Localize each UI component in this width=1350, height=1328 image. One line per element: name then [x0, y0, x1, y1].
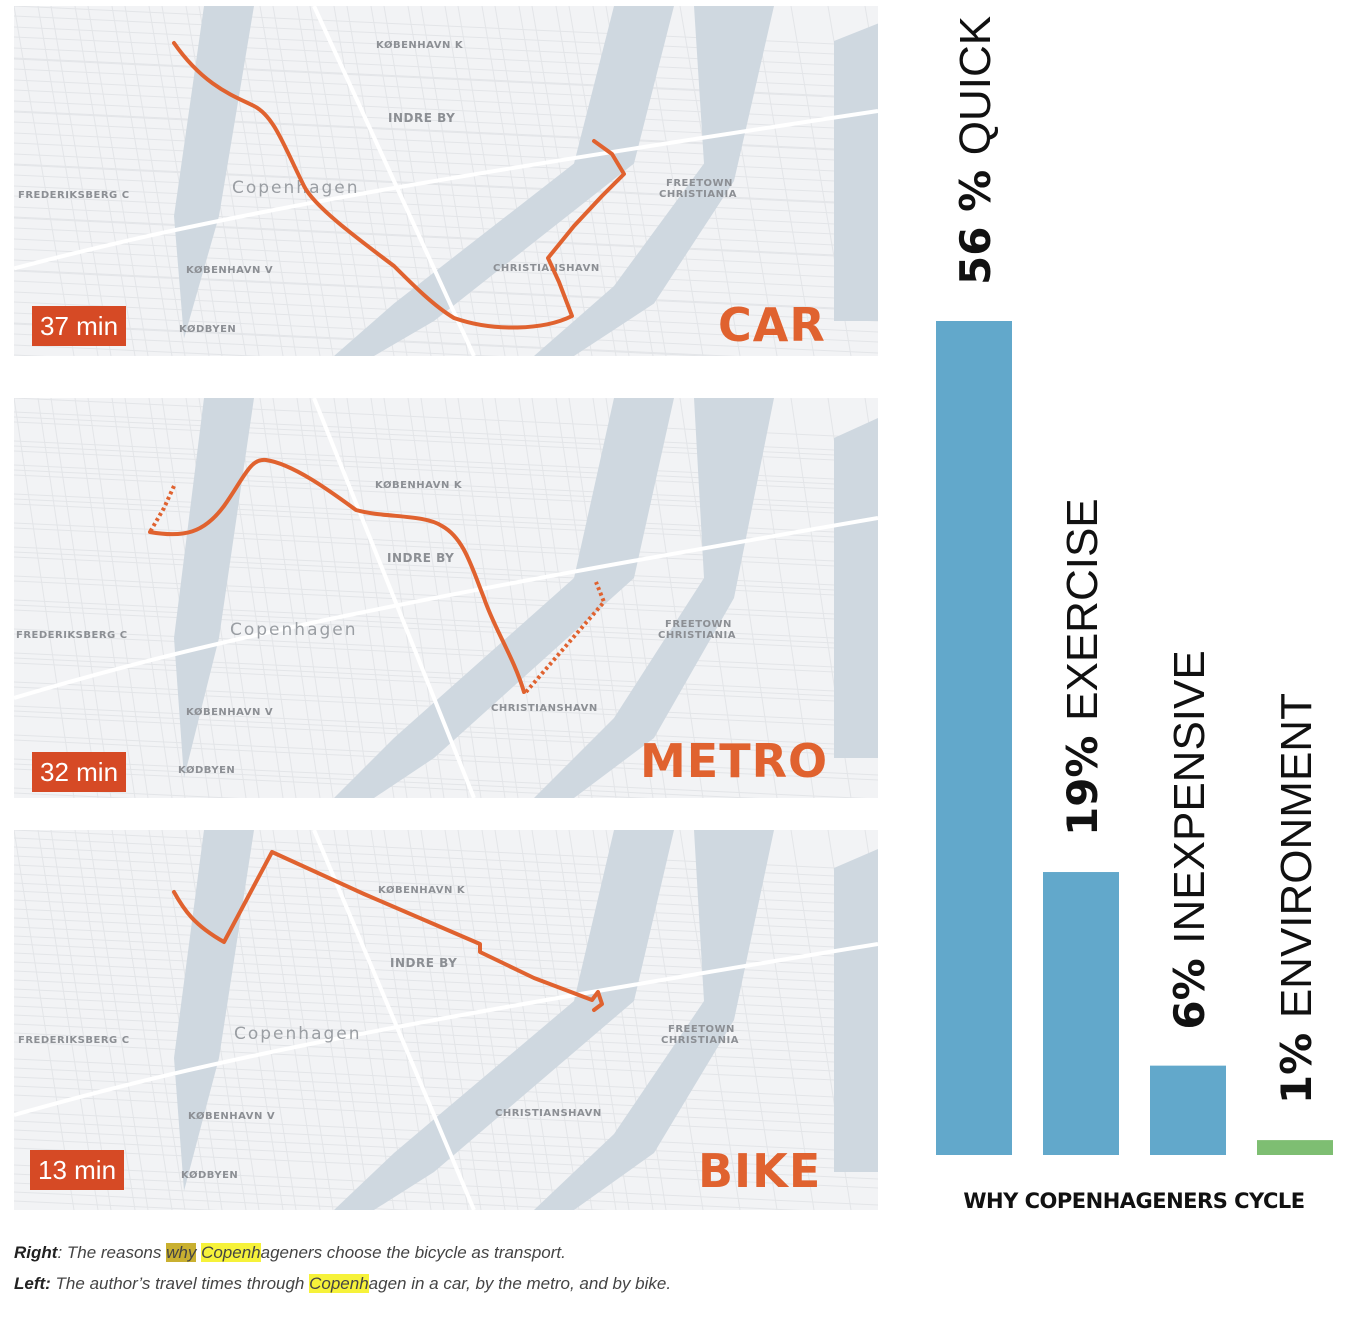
bar-label-exercise: 19% EXERCISE — [1058, 498, 1107, 836]
map-panel-metro: KØBENHAVN K INDRE BY FREDERIKSBERG C Cop… — [14, 398, 878, 798]
caption-text: The author’s travel times through — [50, 1274, 310, 1293]
bar-category-label: QUICK — [951, 16, 1000, 155]
car-time-badge: 37 min — [32, 306, 127, 346]
bar-quick — [936, 321, 1012, 1155]
caption-right: Right: The reasons why Copenhageners cho… — [14, 1243, 566, 1263]
bars-group — [936, 321, 1333, 1155]
map-label-copenhagen: Copenhagen — [234, 1024, 362, 1044]
map-panel-car: KØBENHAVN K INDRE BY FREDERIKSBERG C Cop… — [14, 6, 878, 356]
map-label-christiania: CHRISTIANIA — [658, 630, 736, 641]
bar-label-quick: 56 % QUICK — [951, 16, 1000, 285]
chart-title: WHY COPENHAGENERS CYCLE — [963, 1189, 1304, 1213]
map-label-kodbyen: KØDBYEN — [181, 1170, 239, 1181]
map-label-indre-by: INDRE BY — [388, 111, 456, 125]
map-label-christiania: CHRISTIANIA — [661, 1035, 739, 1046]
map-label-freetown: FREETOWN — [665, 619, 732, 630]
bar-category-label: INEXPENSIVE — [1165, 650, 1214, 943]
metro-mode-label: METRO — [640, 734, 829, 788]
bar-percent-label: 1% — [1272, 1018, 1321, 1104]
map-label-frederiksberg-c: FREDERIKSBERG C — [18, 190, 130, 201]
caption-left-label: Left: — [14, 1274, 51, 1293]
bike-time-badge: 13 min — [30, 1150, 125, 1190]
bar-percent-label: 6% — [1165, 944, 1214, 1030]
map-panel-bike: KØBENHAVN K INDRE BY FREDERIKSBERG C Cop… — [14, 830, 878, 1210]
caption-highlight: why — [166, 1243, 197, 1262]
map-label-kobenhavn-v: KØBENHAVN V — [186, 707, 274, 718]
bike-route — [172, 850, 604, 1012]
metro-route — [148, 457, 607, 694]
map-label-kodbyen: KØDBYEN — [178, 765, 236, 776]
map-label-kodbyen: KØDBYEN — [179, 324, 237, 335]
caption-right-label: Right — [14, 1243, 58, 1262]
car-route — [172, 41, 626, 330]
map-label-christianshavn: CHRISTIANSHAVN — [491, 703, 598, 714]
map-label-indre-by: INDRE BY — [387, 551, 455, 565]
caption-text: ageners choose the bicycle as transport. — [260, 1243, 566, 1262]
map-label-kobenhavn-k: KØBENHAVN K — [375, 480, 463, 491]
map-label-kobenhavn-k: KØBENHAVN K — [376, 40, 464, 51]
map-label-copenhagen: Copenhagen — [230, 620, 358, 640]
bar-percent-label: 19% — [1058, 721, 1107, 836]
map-label-kobenhavn-v: KØBENHAVN V — [186, 265, 274, 276]
map-background — [14, 830, 878, 1210]
bar-percent-label: 56 % — [951, 155, 1000, 285]
map-background — [14, 398, 878, 798]
metro-time-badge: 32 min — [32, 752, 127, 792]
car-mode-label: CAR — [718, 298, 826, 352]
map-label-frederiksberg-c: FREDERIKSBERG C — [18, 1035, 130, 1046]
bar-environment — [1257, 1140, 1333, 1155]
caption-text: agen in a car, by the metro, and by bike… — [368, 1274, 672, 1293]
bar-category-label: ENVIRONMENT — [1272, 693, 1321, 1018]
bar-label-environment: 1% ENVIRONMENT — [1272, 693, 1321, 1104]
map-label-christianshavn: CHRISTIANSHAVN — [495, 1108, 602, 1119]
map-label-indre-by: INDRE BY — [390, 956, 458, 970]
caption-text: : The reasons — [57, 1243, 167, 1262]
map-label-christiania: CHRISTIANIA — [659, 189, 737, 200]
bar-labels-group: 56 % QUICK 19% EXERCISE 6% INEXPENSIVE 1% E… — [951, 16, 1321, 1104]
bar-chart: 56 % QUICK 19% EXERCISE 6% INEXPENSIVE 1% E… — [936, 16, 1333, 1213]
bar-category-label: EXERCISE — [1058, 498, 1107, 721]
map-label-freetown: FREETOWN — [668, 1024, 735, 1035]
bar-exercise — [1043, 872, 1119, 1155]
map-label-copenhagen: Copenhagen — [232, 178, 360, 198]
bar-label-inexpensive: 6% INEXPENSIVE — [1165, 650, 1214, 1029]
map-background — [14, 6, 878, 356]
bar-inexpensive — [1150, 1065, 1226, 1155]
map-label-kobenhavn-v: KØBENHAVN V — [188, 1111, 276, 1122]
map-label-freetown: FREETOWN — [666, 178, 733, 189]
map-label-christianshavn: CHRISTIANSHAVN — [493, 263, 600, 274]
map-label-kobenhavn-k: KØBENHAVN K — [378, 885, 466, 896]
caption-highlight: Copenh — [309, 1274, 369, 1293]
caption-left: Left: The author’s travel times through … — [14, 1274, 671, 1294]
map-label-frederiksberg-c: FREDERIKSBERG C — [16, 630, 128, 641]
caption-highlight: Copenh — [201, 1243, 261, 1262]
bike-mode-label: BIKE — [698, 1144, 822, 1198]
